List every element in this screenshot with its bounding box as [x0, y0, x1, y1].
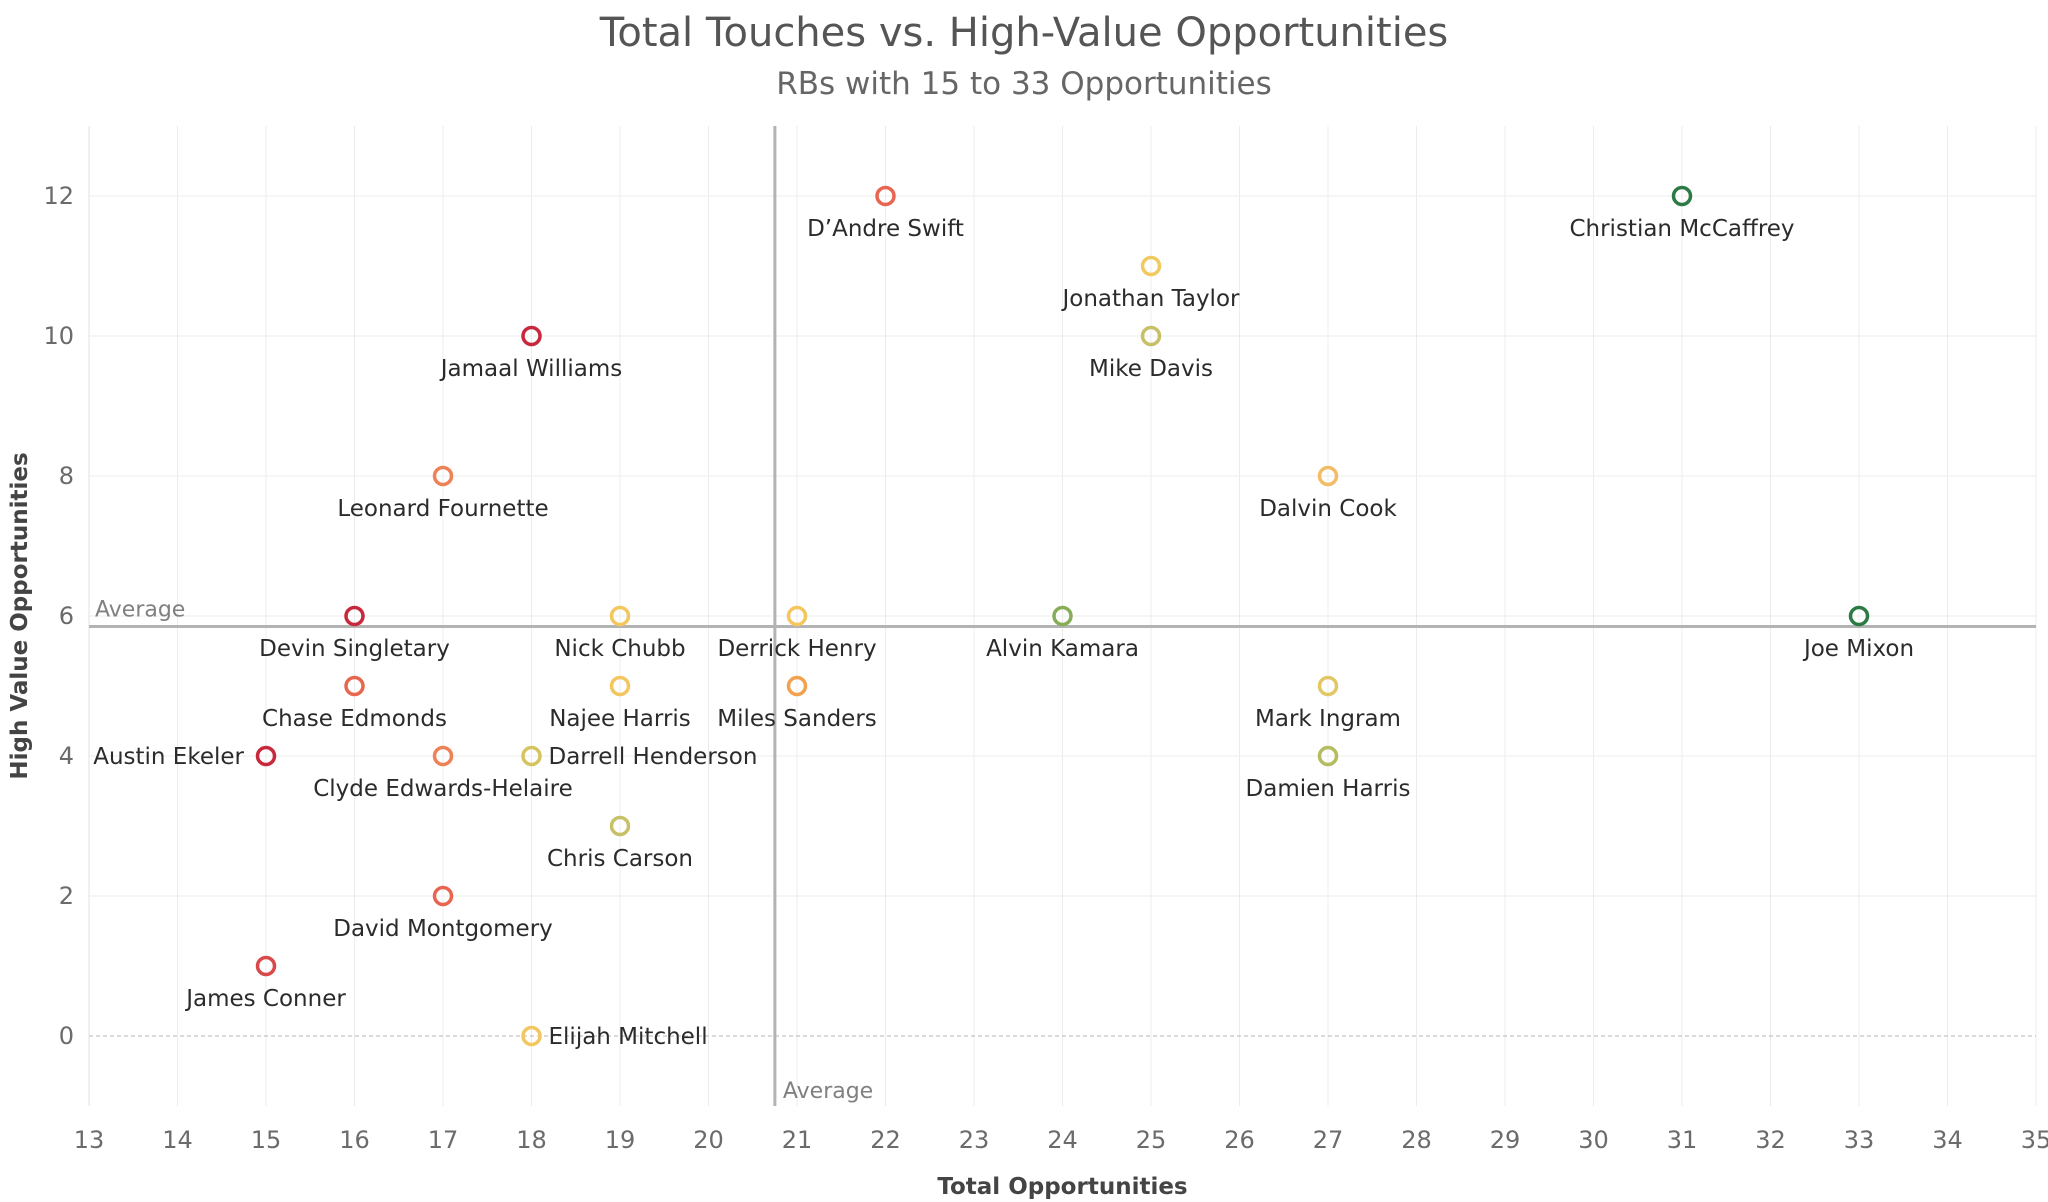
x-tick-label: 33: [1844, 1126, 1875, 1154]
data-point: [432, 465, 454, 487]
data-point: [1317, 465, 1339, 487]
point-label: Jamaal Williams: [439, 356, 622, 382]
x-tick-label: 18: [516, 1126, 547, 1154]
x-tick-label: 22: [870, 1126, 901, 1154]
data-point: [432, 885, 454, 907]
y-axis-ticks: 0 2 4 6 8 10 12: [43, 182, 74, 1050]
y-tick-label: 4: [59, 742, 74, 770]
y-tick-label: 2: [59, 882, 74, 910]
y-tick-label: 8: [59, 462, 74, 490]
point-label: Alvin Kamara: [986, 636, 1139, 662]
y-tick-label: 12: [43, 182, 74, 210]
data-point: [875, 185, 896, 207]
chart-subtitle: RBs with 15 to 33 Opportunities: [776, 66, 1272, 102]
point-label: Chris Carson: [547, 846, 693, 872]
point-label: D’Andre Swift: [807, 216, 964, 242]
data-point: [1317, 675, 1339, 697]
point-label: Mike Davis: [1089, 356, 1213, 382]
data-point: [609, 675, 631, 697]
x-tick-label: 25: [1136, 1126, 1167, 1154]
data-point: [609, 605, 631, 627]
x-tick-label: 19: [605, 1126, 636, 1154]
data-point: [1140, 325, 1162, 347]
x-tick-label: 17: [428, 1126, 459, 1154]
x-tick-label: 34: [1932, 1126, 1963, 1154]
x-tick-label: 21: [782, 1126, 813, 1154]
data-point: [521, 1025, 542, 1047]
x-axis-title: Total Opportunities: [937, 1174, 1187, 1200]
x-axis-ticks: 13 14 15 16 17 18 19 20 21 22 23 24 25 26 27 28 29 30 31 32…: [74, 1126, 2048, 1154]
data-point: [609, 815, 631, 837]
data-point: [255, 745, 277, 767]
x-average-label: Average: [783, 1079, 873, 1104]
x-tick-label: 30: [1578, 1126, 1609, 1154]
data-point: [1052, 605, 1073, 627]
average-lines: [89, 126, 2036, 1106]
x-tick-label: 24: [1047, 1126, 1078, 1154]
x-tick-label: 14: [162, 1126, 193, 1154]
data-point: [432, 745, 454, 767]
x-tick-label: 29: [1490, 1126, 1521, 1154]
y-average-label: Average: [95, 598, 185, 623]
point-label: Clyde Edwards-Helaire: [313, 776, 573, 802]
x-tick-label: 32: [1755, 1126, 1786, 1154]
point-label: Damien Harris: [1246, 776, 1411, 802]
y-tick-label: 10: [43, 322, 74, 350]
x-tick-label: 13: [74, 1126, 105, 1154]
x-tick-label: 23: [959, 1126, 990, 1154]
point-label: Chase Edmonds: [262, 706, 447, 732]
data-points: [255, 185, 1870, 1047]
x-tick-label: 27: [1313, 1126, 1344, 1154]
x-tick-label: 35: [2021, 1126, 2048, 1154]
x-tick-label: 15: [251, 1126, 282, 1154]
data-point: [1317, 745, 1339, 767]
data-point: [521, 745, 542, 767]
data-point: [344, 605, 365, 627]
data-point: [1848, 605, 1870, 627]
data-point: [786, 605, 808, 627]
x-tick-label: 31: [1667, 1126, 1698, 1154]
point-label: Nick Chubb: [554, 636, 685, 662]
data-point: [521, 325, 542, 347]
data-point: [1140, 255, 1162, 277]
x-tick-label: 20: [693, 1126, 724, 1154]
point-label: Leonard Fournette: [337, 496, 548, 522]
point-label: Derrick Henry: [717, 636, 876, 662]
x-tick-label: 28: [1401, 1126, 1432, 1154]
data-point: [1671, 185, 1693, 207]
point-label: Miles Sanders: [717, 706, 877, 732]
point-label: Christian McCaffrey: [1569, 216, 1794, 242]
x-tick-label: 26: [1224, 1126, 1255, 1154]
grid: [88, 126, 2037, 1106]
point-label: Elijah Mitchell: [549, 1024, 708, 1050]
point-label: David Montgomery: [333, 916, 553, 942]
y-axis-title: High Value Opportunities: [7, 452, 33, 779]
y-tick-label: 6: [59, 602, 74, 630]
point-label: Austin Ekeler: [93, 744, 244, 770]
point-label: Devin Singletary: [259, 636, 450, 662]
point-label: Jonathan Taylor: [1061, 286, 1241, 312]
point-label: Dalvin Cook: [1259, 496, 1397, 522]
data-point: [344, 675, 365, 697]
point-labels: D’Andre Swift Christian McCaffrey Jonathan…: [93, 216, 1914, 1050]
chart-title: Total Touches vs. High-Value Opportuniti…: [599, 10, 1449, 56]
y-tick-label: 0: [59, 1022, 74, 1050]
point-label: Joe Mixon: [1802, 636, 1914, 662]
data-point: [786, 675, 808, 697]
data-point: [255, 955, 277, 977]
point-label: Mark Ingram: [1255, 706, 1401, 732]
x-tick-label: 16: [339, 1126, 370, 1154]
point-label: James Conner: [184, 986, 346, 1012]
point-label: Darrell Henderson: [549, 744, 758, 770]
point-label: Najee Harris: [549, 706, 691, 732]
